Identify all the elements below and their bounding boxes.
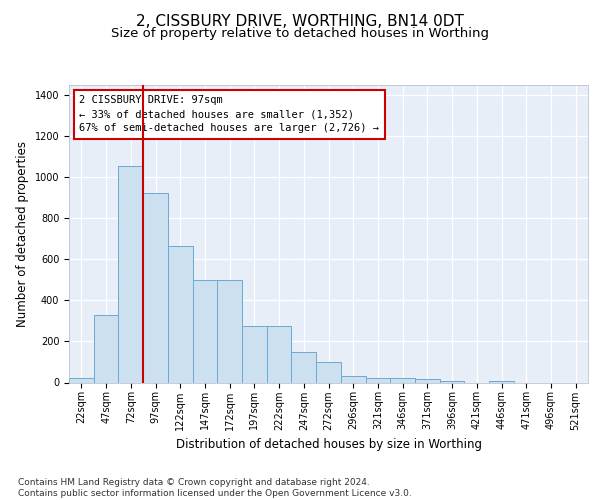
- Bar: [168, 246, 193, 382]
- X-axis label: Distribution of detached houses by size in Worthing: Distribution of detached houses by size …: [176, 438, 482, 451]
- Bar: [365, 378, 390, 382]
- Text: 2, CISSBURY DRIVE, WORTHING, BN14 0DT: 2, CISSBURY DRIVE, WORTHING, BN14 0DT: [136, 14, 464, 29]
- Bar: [341, 376, 365, 382]
- Bar: [415, 380, 440, 382]
- Bar: [242, 326, 267, 382]
- Bar: [489, 381, 514, 382]
- Bar: [292, 352, 316, 382]
- Bar: [316, 362, 341, 382]
- Text: Size of property relative to detached houses in Worthing: Size of property relative to detached ho…: [111, 28, 489, 40]
- Bar: [217, 280, 242, 382]
- Bar: [390, 378, 415, 382]
- Text: Contains HM Land Registry data © Crown copyright and database right 2024.
Contai: Contains HM Land Registry data © Crown c…: [18, 478, 412, 498]
- Bar: [94, 315, 118, 382]
- Y-axis label: Number of detached properties: Number of detached properties: [16, 141, 29, 327]
- Bar: [440, 381, 464, 382]
- Bar: [193, 280, 217, 382]
- Bar: [267, 326, 292, 382]
- Text: 2 CISSBURY DRIVE: 97sqm
← 33% of detached houses are smaller (1,352)
67% of semi: 2 CISSBURY DRIVE: 97sqm ← 33% of detache…: [79, 96, 379, 134]
- Bar: [69, 378, 94, 382]
- Bar: [118, 166, 143, 382]
- Bar: [143, 192, 168, 382]
